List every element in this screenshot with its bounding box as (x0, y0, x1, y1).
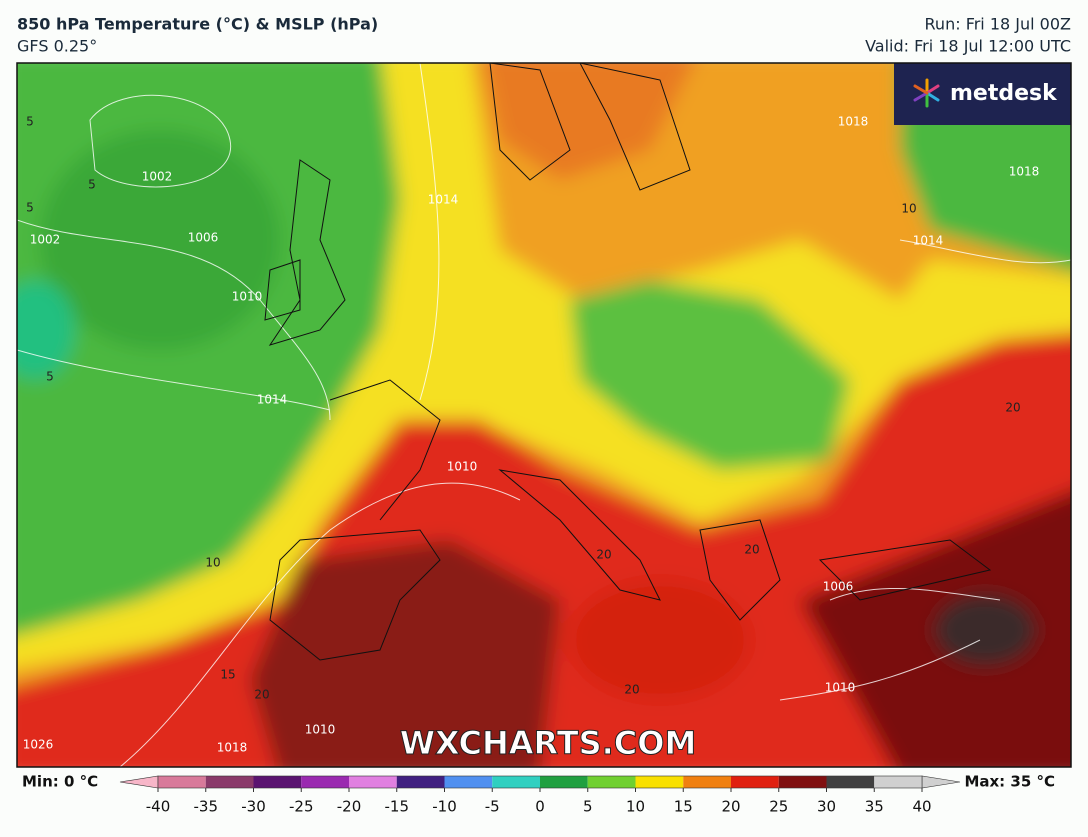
isotherm-label: 10 (205, 556, 220, 570)
isobar-label: 1010 (825, 681, 856, 695)
map-frame (16, 62, 1072, 768)
colorbar-tick-label: 25 (769, 798, 788, 816)
isobar-label: 1010 (305, 723, 336, 737)
colorbar-segment (301, 776, 349, 788)
colorbar-segment (683, 776, 731, 788)
model: GFS 0.25° (17, 37, 97, 56)
colorbar-tick-label: 30 (817, 798, 836, 816)
logo-text: metdesk (950, 81, 1058, 106)
isobar-label: 1014 (913, 234, 944, 248)
isobar-label: 1002 (30, 233, 61, 247)
colorbar-tick-label: 10 (626, 798, 645, 816)
isotherm-label: 20 (254, 688, 269, 702)
colorbar-segment (731, 776, 779, 788)
colorbar-segment (826, 776, 875, 788)
colorbar-segment (396, 776, 445, 788)
isotherm-label: 20 (624, 683, 639, 697)
isobar-label: 1006 (188, 231, 219, 245)
colorbar-tick-label: -35 (194, 798, 219, 816)
colorbar-segment (778, 776, 827, 788)
colorbar-tick-label: 5 (583, 798, 593, 816)
colorbar-tick-label: -5 (485, 798, 500, 816)
colorbar-max: Max: 35 °C (964, 773, 1055, 791)
colorbar-min: Min: 0 °C (22, 773, 98, 791)
colorbar-segment (874, 776, 922, 788)
colorbar-tick-label: 35 (865, 798, 884, 816)
colorbar-tick-label: -15 (385, 798, 410, 816)
logo-icon (913, 78, 940, 108)
colorbar-segment (253, 776, 302, 788)
colorbar-tick-label: -10 (432, 798, 457, 816)
isotherm-label: 5 (26, 201, 34, 215)
isotherm-label: 20 (1005, 401, 1020, 415)
colorbar-segment (540, 776, 588, 788)
isobar-label: 1010 (447, 460, 478, 474)
colorbar-segment (587, 776, 636, 788)
isotherm-label: 5 (26, 115, 34, 129)
isobar-label: 1014 (428, 193, 459, 207)
isotherm-label: 10 (901, 202, 916, 216)
isobar-label: 1018 (1009, 165, 1040, 179)
isotherm-label: 20 (596, 548, 611, 562)
colorbar-tick-label: -25 (289, 798, 314, 816)
colorbar-tick-label: 0 (535, 798, 545, 816)
valid-time: Valid: Fri 18 Jul 12:00 UTC (865, 37, 1071, 56)
isobar-label: 1010 (232, 290, 263, 304)
run-time: Run: Fri 18 Jul 00Z (925, 15, 1072, 34)
colorbar-tick-label: 40 (912, 798, 931, 816)
colorbar-tick-label: 20 (721, 798, 740, 816)
title: 850 hPa Temperature (°C) & MSLP (hPa) (17, 15, 378, 34)
watermark: WXCHARTS.COM (400, 724, 697, 762)
colorbar-tick-label: 15 (674, 798, 693, 816)
colorbar-segment (158, 776, 206, 788)
isobar-label: 1026 (23, 738, 54, 752)
isobar-label: 1002 (142, 170, 173, 184)
colorbar-cap (921, 775, 961, 789)
isotherm-label: 5 (88, 178, 96, 192)
isobar-label: 1018 (838, 115, 869, 129)
isotherm-label: 20 (744, 543, 759, 557)
colorbar-segment (349, 776, 397, 788)
isotherm-label: 15 (220, 668, 235, 682)
colorbar-tick-label: -20 (337, 798, 362, 816)
isobar-label: 1018 (217, 741, 248, 755)
colorbar-segment (205, 776, 254, 788)
isobar-label: 1014 (257, 393, 288, 407)
colorbar-segment (635, 776, 684, 788)
colorbar-cap (119, 775, 159, 789)
isotherm-label: 5 (46, 370, 54, 384)
isobar-label: 1006 (823, 580, 854, 594)
colorbar-segment (444, 776, 493, 788)
colorbar-segment (492, 776, 540, 788)
colorbar-tick-label: -40 (146, 798, 171, 816)
colorbar-tick-label: -30 (241, 798, 266, 816)
